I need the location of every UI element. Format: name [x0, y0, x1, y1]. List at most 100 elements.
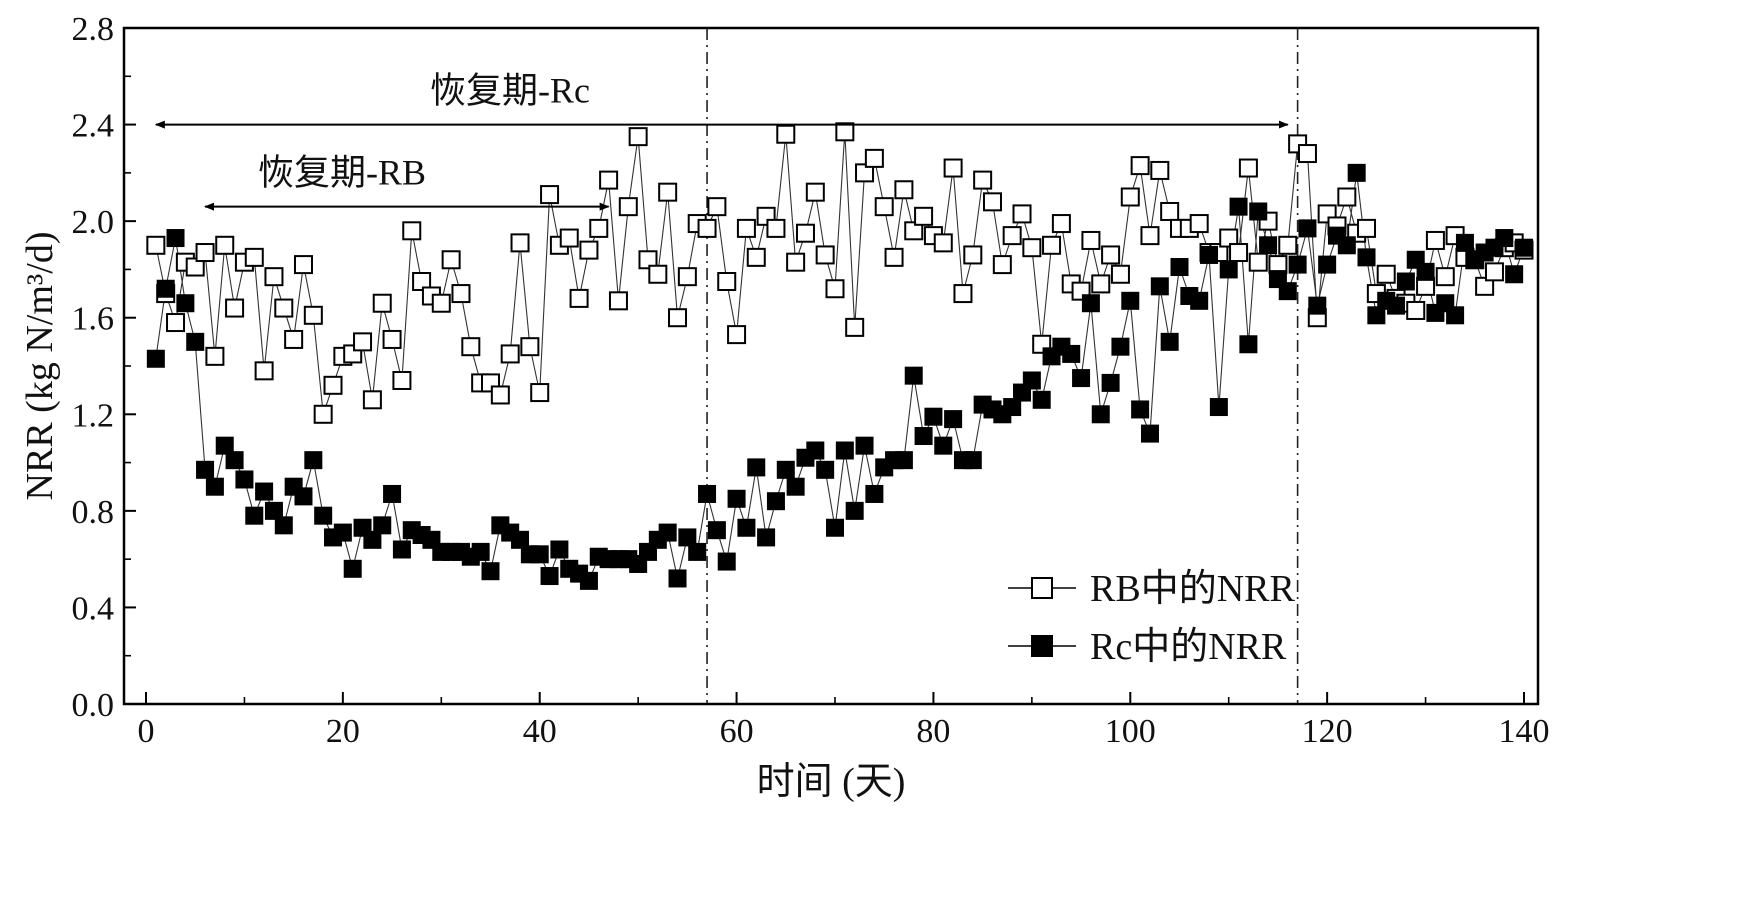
rb-data-point: [1012, 204, 1032, 224]
rc-data-point: [1131, 400, 1150, 419]
rb-data-point: [372, 293, 392, 313]
rb-data-point: [254, 361, 274, 381]
rb-data-point: [451, 284, 471, 304]
rc-data-point: [904, 366, 923, 385]
x-tick-label: 80: [916, 713, 950, 750]
rc-data-point: [668, 569, 687, 588]
rc-data-point: [944, 410, 963, 429]
rb-data-point: [914, 206, 934, 226]
rc-data-point: [688, 542, 707, 561]
rb-data-point: [805, 182, 825, 202]
rc-data-point: [1367, 306, 1386, 325]
rb-data-point: [648, 264, 668, 284]
rc-data-point: [826, 518, 844, 537]
rc-data-point: [264, 501, 283, 520]
legend: RB中的NRR Rc中的NRR: [1008, 568, 1295, 668]
rb-data-point: [166, 313, 186, 333]
annotations: 恢复期-Rc 恢复期-RB: [154, 71, 1289, 211]
rb-data-point: [1120, 187, 1140, 207]
rb-data-point: [864, 148, 884, 168]
legend-label: RB中的NRR: [1090, 568, 1295, 610]
rc-data-point: [274, 516, 293, 535]
rb-data-point: [412, 272, 432, 291]
x-tick-label: 120: [1302, 713, 1353, 750]
rc-data-point: [333, 523, 352, 542]
rc-data-point: [855, 436, 874, 455]
rc-data-point: [766, 492, 785, 511]
y-tick-label: 0.8: [72, 494, 115, 531]
rb-data-point: [727, 325, 747, 345]
rb-data-point: [884, 247, 904, 267]
rb-data-point: [943, 158, 963, 178]
rc-data-point: [698, 484, 717, 503]
rc-data-point: [166, 229, 185, 248]
rb-data-point: [1425, 230, 1445, 250]
rb-data-point: [599, 170, 619, 190]
rc-data-point: [550, 540, 569, 559]
rc-data-point: [845, 501, 864, 520]
rc-data-point: [1003, 398, 1022, 417]
rb-data-point: [815, 245, 835, 265]
rb-data-point: [264, 267, 284, 287]
rb-data-point: [766, 218, 786, 238]
rb-data-point: [461, 337, 481, 357]
rb-data-point: [146, 235, 166, 255]
rb-data-point: [697, 218, 717, 238]
rc-data-point: [1249, 202, 1268, 221]
rc-data-point: [1160, 332, 1179, 351]
rc-data-point: [1140, 424, 1159, 443]
rb-data-point: [530, 383, 550, 403]
rb-data-point: [323, 375, 343, 395]
rc-data-point: [1170, 258, 1189, 277]
rc-data-point: [1505, 265, 1524, 284]
rc-data-point: [1308, 296, 1327, 315]
x-axis-title: 时间 (天): [757, 761, 906, 803]
rc-data-point: [1446, 306, 1465, 325]
rc-data-point: [1150, 277, 1169, 296]
rc-data-point: [579, 571, 598, 590]
rc-data-point: [215, 436, 234, 455]
rb-data-point: [835, 122, 855, 142]
rc-data-point: [343, 559, 362, 578]
rc-data-point: [1190, 291, 1209, 310]
rc-data-point: [196, 460, 215, 479]
rb-data-point: [933, 233, 953, 253]
rb-data-point: [1337, 187, 1357, 207]
rb-data-point: [736, 218, 756, 238]
rb-data-point: [618, 197, 638, 217]
rb-data-point: [1475, 276, 1495, 296]
rc-data-point: [757, 528, 776, 547]
rb-data-point: [205, 346, 225, 366]
rc-data-point: [678, 528, 697, 547]
rb-data-point: [1140, 226, 1160, 246]
rc-data-point: [658, 523, 677, 542]
rc-data-point: [540, 567, 559, 586]
rc-data-point: [1318, 255, 1337, 274]
rb-data-point: [569, 288, 589, 308]
rb-data-point: [490, 385, 510, 405]
x-tick-label: 100: [1105, 713, 1156, 750]
rb-data-point: [1022, 238, 1042, 258]
rc-data-point: [1200, 245, 1219, 264]
rb-data-point: [353, 332, 373, 352]
rc-data-point: [1209, 398, 1228, 417]
rb-data-point: [1219, 228, 1239, 248]
y-tick-label: 0.4: [72, 590, 115, 627]
recovery-period-label: 恢复期-RB: [258, 153, 426, 193]
y-tick-label: 1.2: [72, 397, 115, 434]
rc-data-point: [314, 506, 333, 525]
rc-data-point: [1032, 390, 1051, 409]
rc-data-point: [1278, 282, 1297, 301]
rb-data-point: [215, 235, 235, 255]
rc-data-point: [1121, 291, 1140, 310]
rb-data-point: [855, 163, 875, 183]
rc-data-point: [1515, 238, 1533, 257]
rc-data-point: [1219, 260, 1238, 279]
rc-data-point: [1091, 405, 1110, 424]
rc-data-point: [304, 451, 323, 470]
rc-data-point: [1072, 369, 1091, 388]
rb-data-point: [963, 245, 983, 265]
rb-data-point: [1357, 218, 1377, 238]
rb-data-point: [1081, 230, 1101, 250]
